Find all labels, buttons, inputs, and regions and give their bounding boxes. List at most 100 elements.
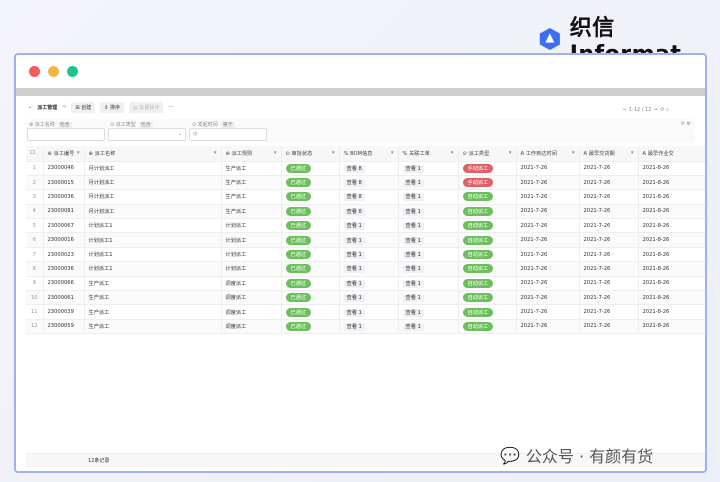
- table-row[interactable]: 2 23000015 月计划派工 生产派工 已通过 查看 8 查看 1 手动派工 2021-7-…: [26, 175, 705, 191]
- table-cell[interactable]: 查看 1: [398, 247, 459, 263]
- chevron-down-icon[interactable]: ▾: [331, 149, 335, 156]
- table-cell[interactable]: 查看 1: [398, 175, 459, 191]
- view-link[interactable]: 查看 1: [343, 279, 365, 288]
- table-cell[interactable]: 查看 1: [398, 189, 459, 205]
- view-link[interactable]: 查看 1: [343, 308, 365, 317]
- table-cell[interactable]: 查看 1: [398, 161, 459, 176]
- table-row[interactable]: 5 23000067 计划派工1 计划派工 已通过 查看 1 查看 1 自动派工 2021-7-…: [26, 218, 705, 234]
- view-link[interactable]: 查看 1: [402, 322, 424, 331]
- column-header[interactable]: A 最早作业交: [638, 146, 705, 162]
- table-cell: 23000081: [43, 204, 85, 220]
- search-icon[interactable]: ⌕: [666, 107, 669, 113]
- chevron-down-icon[interactable]: ▾: [76, 149, 80, 156]
- chevron-down-icon[interactable]: ▾: [450, 149, 454, 156]
- view-link[interactable]: 查看 1: [402, 236, 424, 245]
- table-row[interactable]: 8 23000036 计划派工1 计划派工 已通过 查看 1 查看 1 自动派工 2021-7-…: [26, 261, 705, 277]
- view-link[interactable]: 查看 1: [343, 294, 365, 303]
- more-button[interactable]: ···: [168, 104, 174, 110]
- table-cell[interactable]: 查看 1: [398, 232, 459, 248]
- column-header[interactable]: ⊕ 派工规则 ▾: [221, 146, 282, 162]
- create-button[interactable]: ⊞ 创建: [71, 101, 96, 113]
- column-header[interactable]: ⊙ 审批状态 ▾: [281, 146, 340, 162]
- next-page-icon[interactable]: →: [653, 107, 658, 113]
- table-cell[interactable]: 查看 8: [339, 161, 399, 176]
- view-link[interactable]: 查看 1: [343, 265, 365, 274]
- refresh-icon[interactable]: ⟳: [660, 107, 665, 113]
- select-all-checkbox[interactable]: ☐: [26, 146, 44, 162]
- batch-button[interactable]: ▤ 批量操作: [129, 101, 164, 113]
- table-cell[interactable]: 查看 8: [339, 175, 399, 191]
- column-header[interactable]: A 工作到达时间 ▾: [516, 146, 580, 162]
- chevron-down-icon[interactable]: ▾: [213, 149, 217, 156]
- view-link[interactable]: 查看 1: [402, 193, 424, 202]
- table-cell[interactable]: 查看 8: [339, 189, 399, 205]
- view-link[interactable]: 查看 1: [402, 294, 424, 303]
- view-link[interactable]: 查看 1: [343, 322, 365, 331]
- view-link[interactable]: 查看 1: [402, 222, 424, 231]
- chevron-down-icon[interactable]: ▾: [571, 149, 575, 156]
- table-row[interactable]: 1 23000046 月计划派工 生产派工 已通过 查看 8 查看 1 手动派工 2021-7-…: [26, 161, 705, 176]
- minimize-dot[interactable]: [48, 66, 59, 77]
- view-link[interactable]: 查看 8: [343, 164, 365, 173]
- view-link[interactable]: 查看 1: [402, 279, 424, 288]
- table-row[interactable]: 9 23000066 生产派工 调度派工 已通过 查看 1 查看 1 自动派工 2021-7-2…: [26, 276, 705, 292]
- sort-button[interactable]: ⇕ 排序: [100, 101, 125, 113]
- table-cell[interactable]: 查看 1: [398, 204, 459, 220]
- view-link[interactable]: 查看 1: [402, 164, 424, 173]
- table-cell[interactable]: 查看 1: [339, 247, 399, 263]
- table-cell[interactable]: 查看 1: [398, 290, 459, 306]
- table-cell[interactable]: 查看 1: [339, 276, 399, 292]
- view-link[interactable]: 查看 8: [343, 207, 365, 216]
- table-cell[interactable]: 查看 1: [398, 276, 459, 292]
- view-link[interactable]: 查看 8: [343, 193, 365, 202]
- column-header[interactable]: % 关联工单 ▾: [398, 146, 459, 162]
- view-link[interactable]: 查看 1: [402, 265, 424, 274]
- view-link[interactable]: 查看 1: [343, 251, 365, 260]
- chevron-down-icon[interactable]: ▾: [390, 149, 394, 156]
- chevron-down-icon[interactable]: ▾: [508, 149, 512, 156]
- view-link[interactable]: 查看 1: [343, 236, 365, 245]
- column-header[interactable]: ⊕ 派工编号 ▾: [43, 146, 85, 162]
- table-cell[interactable]: 查看 1: [339, 319, 399, 335]
- view-link[interactable]: 查看 1: [402, 207, 424, 216]
- settings-icon[interactable]: ⚙: [686, 121, 691, 127]
- type-badge: 自动派工: [462, 206, 494, 216]
- table-cell[interactable]: 查看 1: [398, 304, 459, 320]
- table-row[interactable]: 10 23000061 生产派工 调度派工 已通过 查看 1 查看 1 自动派工 2021-7-…: [26, 290, 705, 306]
- maximize-dot[interactable]: [67, 66, 78, 77]
- view-link[interactable]: 查看 1: [402, 308, 424, 317]
- table-cell[interactable]: 查看 1: [398, 218, 459, 234]
- collapse-icon[interactable]: ⌄: [28, 104, 33, 110]
- column-header[interactable]: A 最早交货期 ▾: [579, 146, 639, 162]
- close-dot[interactable]: [29, 66, 40, 77]
- filter-time-input[interactable]: ◷: [189, 128, 267, 141]
- view-link[interactable]: 查看 1: [402, 251, 424, 260]
- table-cell[interactable]: 查看 8: [339, 204, 399, 220]
- filter-type-select[interactable]: ⌄: [108, 128, 186, 141]
- share-icon[interactable]: ⋖: [62, 104, 67, 110]
- prev-page-icon[interactable]: ←: [623, 107, 628, 113]
- refresh-filter-icon[interactable]: ⟳: [680, 121, 685, 127]
- view-link[interactable]: 查看 1: [402, 179, 424, 188]
- table-cell[interactable]: 查看 1: [339, 290, 399, 306]
- table-row[interactable]: 3 23000036 月计划派工 生产派工 已通过 查看 8 查看 1 自动派工 2021-7-…: [26, 189, 705, 205]
- view-link[interactable]: 查看 8: [343, 179, 365, 188]
- table-row[interactable]: 6 23000016 计划派工1 计划派工 已通过 查看 1 查看 1 自动派工 2021-7-…: [26, 232, 705, 248]
- table-cell[interactable]: 查看 1: [398, 319, 459, 335]
- view-link[interactable]: 查看 1: [343, 222, 365, 231]
- table-cell[interactable]: 查看 1: [339, 232, 399, 248]
- table-row[interactable]: 11 23000039 生产派工 调度派工 已通过 查看 1 查看 1 自动派工 2021-7-…: [26, 304, 705, 320]
- table-cell[interactable]: 查看 1: [339, 304, 399, 320]
- table-row[interactable]: 12 23000059 生产派工 调度派工 已通过 查看 1 查看 1 自动派工 2021-7-…: [26, 319, 705, 335]
- column-header[interactable]: ⊕ 派工名称 ▾: [84, 146, 222, 162]
- chevron-down-icon[interactable]: ▾: [273, 149, 277, 156]
- chevron-down-icon[interactable]: ▾: [630, 149, 634, 156]
- table-cell[interactable]: 查看 1: [398, 261, 459, 277]
- table-row[interactable]: 7 23000023 计划派工1 计划派工 已通过 查看 1 查看 1 自动派工 2021-7-…: [26, 247, 705, 263]
- column-header[interactable]: ⊙ 派工类型 ▾: [458, 146, 517, 162]
- table-cell[interactable]: 查看 1: [339, 261, 399, 277]
- filter-name-input[interactable]: [27, 128, 105, 141]
- table-cell[interactable]: 查看 1: [339, 218, 399, 234]
- column-header[interactable]: % BOM信息 ▾: [339, 146, 399, 162]
- table-row[interactable]: 4 23000081 月计划派工 生产派工 已通过 查看 8 查看 1 自动派工 2021-7-…: [26, 204, 705, 220]
